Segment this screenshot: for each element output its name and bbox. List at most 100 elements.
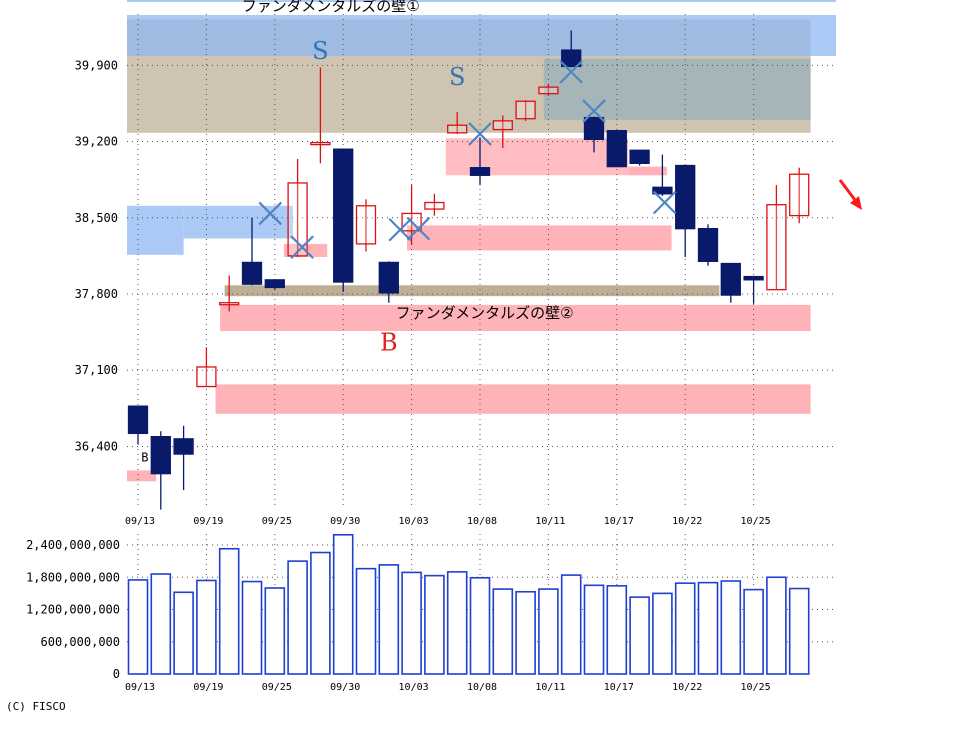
x-tick-label: 10/11: [535, 516, 565, 527]
volume-x-tick-label: 10/03: [399, 682, 429, 693]
volume-y-tick-label: 1,800,000,000: [26, 570, 120, 584]
y-tick-label: 39,200: [75, 135, 118, 149]
volume-x-tick-label: 09/30: [330, 682, 360, 693]
cross-stroke: [582, 99, 606, 123]
candlestick: [447, 112, 468, 134]
downtrend-arrow: [838, 179, 862, 210]
volume-bar: [629, 596, 650, 675]
candlestick: [675, 164, 696, 257]
candlestick: [127, 405, 149, 445]
candlestick: [173, 425, 194, 490]
candle-body: [789, 173, 810, 217]
candlestick: [469, 137, 491, 186]
candle-body: [424, 201, 445, 210]
sell-signal-label: S: [449, 63, 465, 91]
volume-bar: [652, 592, 673, 675]
volume-x-tick-label: 10/22: [672, 682, 702, 693]
candlestick: [355, 199, 377, 252]
candlestick: [766, 185, 787, 291]
candlestick: [629, 149, 650, 166]
top-zone-band: [127, 15, 836, 56]
cross-mark: [468, 122, 492, 146]
zone-band: [127, 205, 184, 255]
zone-band: [183, 205, 294, 239]
volume-x-tick-label: 10/17: [604, 682, 634, 693]
volume-bar: [332, 533, 354, 675]
candle-body: [241, 261, 263, 285]
y-tick-label: 36,400: [75, 439, 118, 453]
y-tick-label: 37,100: [75, 363, 118, 377]
candlestick: [743, 275, 764, 304]
candle-body: [469, 167, 491, 176]
candlestick: [150, 431, 171, 510]
volume-bar: [424, 574, 445, 675]
price-chart: 36,400 37,100 37,800 38,500 39,200 39,900 09/1…: [75, 0, 862, 527]
volume-bar: [788, 587, 810, 675]
x-tick-label: 10/08: [467, 516, 497, 527]
volume-y-tick-label: 600,000,000: [41, 635, 120, 649]
y-tick-label: 38,500: [75, 211, 118, 225]
cross-stroke: [559, 60, 583, 84]
candle-body: [196, 366, 217, 388]
cross-stroke: [652, 190, 677, 215]
annotation-label: ファンダメンタルズの壁①: [242, 0, 420, 15]
x-tick-label: 10/22: [672, 516, 702, 527]
candle-body: [310, 141, 331, 146]
zone-band: [220, 304, 811, 332]
volume-bar: [127, 579, 149, 675]
volume-bar: [401, 571, 422, 675]
volume-y-tick-label: 2,400,000,000: [26, 538, 120, 552]
volume-bar: [560, 574, 582, 675]
candle-body: [378, 261, 399, 294]
zone-band: [543, 58, 811, 120]
cross-stroke: [258, 201, 283, 226]
sell-signal-label: S: [312, 37, 328, 65]
zone-band: [224, 285, 720, 297]
volume-bar: [218, 547, 240, 675]
zone-band: [215, 384, 811, 414]
volume-bar: [446, 571, 468, 675]
volume-y-tick-label: 0: [113, 667, 120, 681]
candlestick: [515, 100, 536, 121]
y-tick-label: 37,800: [75, 287, 118, 301]
x-tick-label: 09/30: [330, 516, 360, 527]
candlestick: [606, 130, 627, 168]
candle-body: [675, 164, 696, 230]
candle-body: [652, 186, 673, 195]
volume-y-tick-label: 1,200,000,000: [26, 603, 120, 617]
volume-x-tick-label: 10/11: [535, 682, 565, 693]
candle-body: [583, 116, 605, 141]
x-tick-label: 10/03: [399, 516, 429, 527]
cross-mark: [406, 216, 431, 241]
volume-bar: [196, 579, 217, 675]
volume-bar: [515, 590, 536, 675]
candle-body: [150, 435, 171, 475]
volume-bar: [743, 588, 764, 675]
volume-x-tick-label: 10/25: [741, 682, 771, 693]
volume-bar: [766, 576, 787, 675]
x-tick-label: 09/13: [125, 516, 155, 527]
candlestick: [561, 30, 582, 68]
candlestick: [219, 275, 240, 312]
cross-mark: [258, 201, 283, 226]
candle-body: [333, 148, 354, 283]
candle-body: [561, 49, 582, 68]
candlestick: [264, 279, 285, 290]
volume-bar: [492, 588, 514, 675]
cross-stroke: [468, 122, 492, 146]
copyright-credit: (C) FISCO: [6, 700, 66, 713]
candle-body: [720, 262, 741, 296]
candle-body: [447, 124, 468, 134]
candle-body: [766, 204, 787, 291]
x-tick-label: 10/17: [604, 516, 634, 527]
x-tick-label: 09/25: [262, 516, 292, 527]
zone-band: [127, 470, 157, 482]
volume-bar: [606, 585, 628, 675]
volume-bar: [378, 564, 400, 675]
volume-bar: [583, 584, 605, 675]
volume-bar: [150, 573, 172, 675]
candlestick: [789, 167, 810, 224]
volume-bar: [241, 580, 263, 675]
candlestick: [583, 116, 605, 153]
